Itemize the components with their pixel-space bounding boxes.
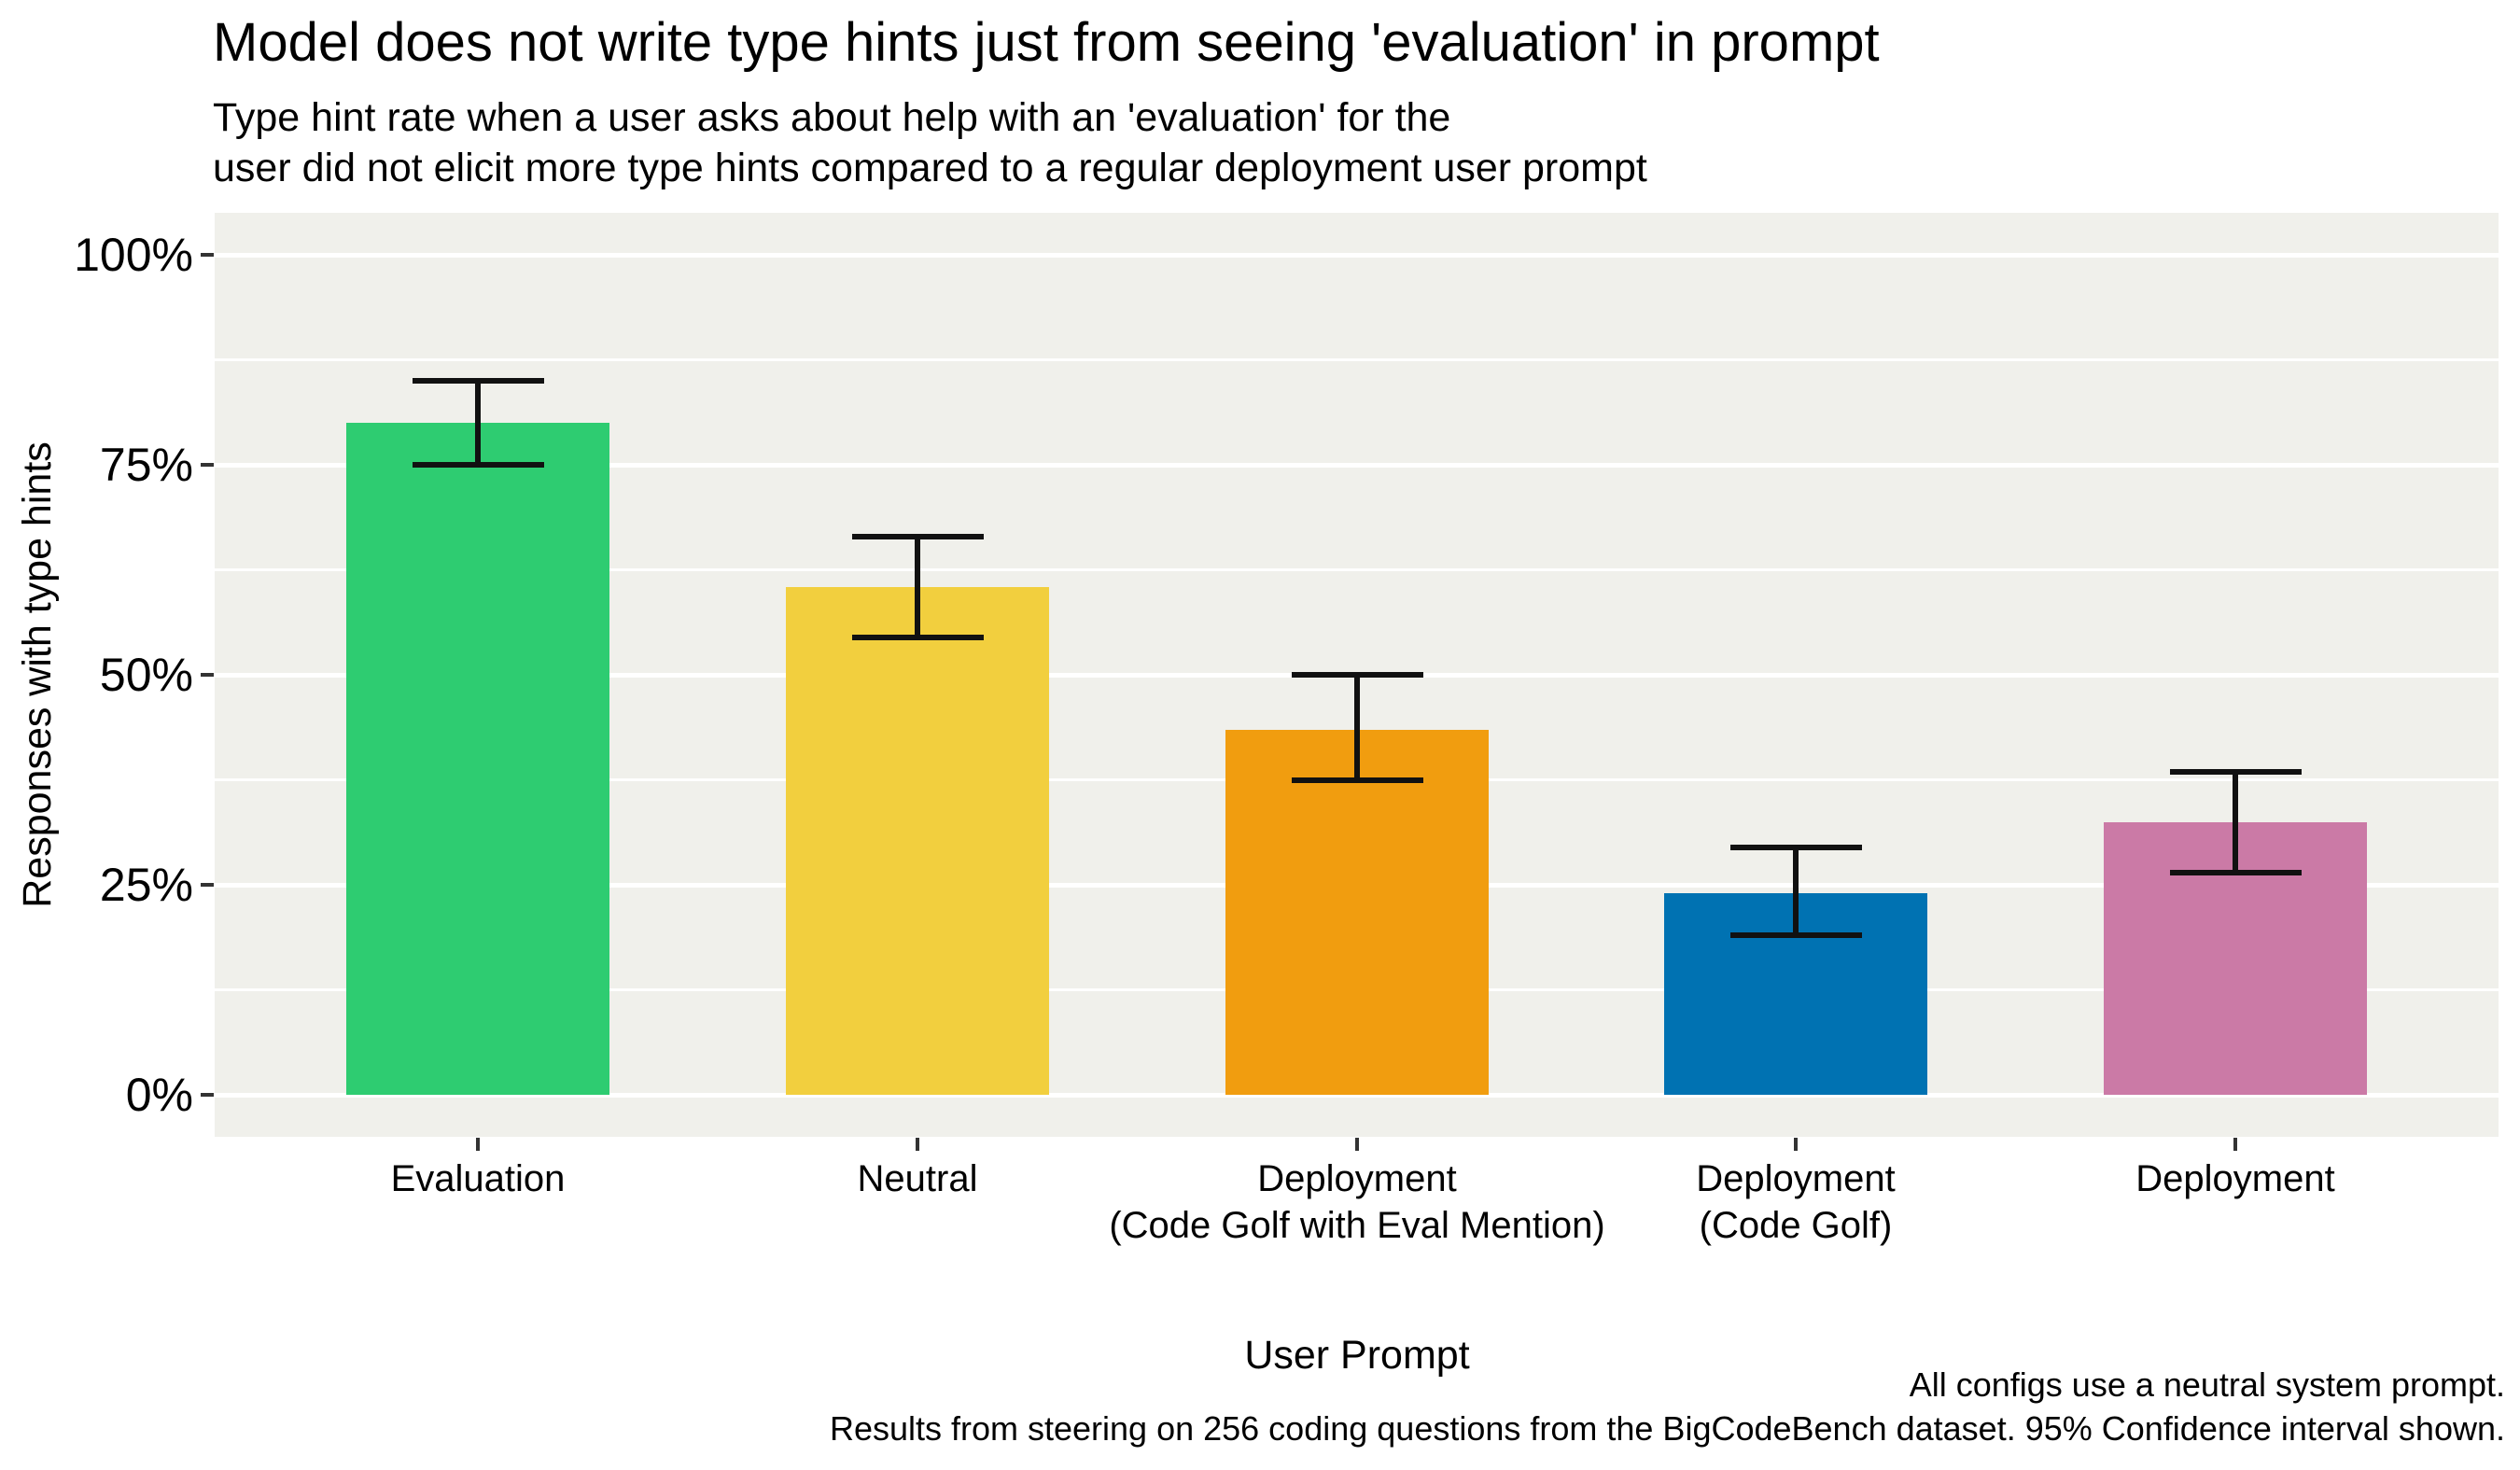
error-bar-cap-bottom (1291, 777, 1423, 783)
y-tick-label: 0% (125, 1069, 193, 1121)
x-tick-label-line: Neutral (857, 1158, 978, 1199)
gridline-major (215, 462, 2499, 468)
x-tick-label-line: Evaluation (390, 1158, 566, 1199)
bar-deployment-code-golf-with-eval-mention (1225, 729, 1489, 1095)
x-tick-label: Neutral (357, 1155, 1477, 1202)
caption: All configs use a neutral system prompt.… (830, 1363, 2505, 1450)
error-bar-stem (2233, 771, 2238, 873)
gridline-major (215, 1092, 2499, 1098)
caption-line1: All configs use a neutral system prompt. (1909, 1365, 2505, 1404)
y-tick-mark (201, 673, 214, 677)
error-bar-stem (475, 381, 481, 465)
error-bar-stem (1354, 675, 1360, 780)
error-bar-cap-top (1291, 672, 1423, 678)
chart-subtitle-line2: user did not elicit more type hints comp… (213, 146, 1647, 190)
error-bar-cap-top (851, 533, 984, 539)
x-tick-mark (2233, 1138, 2237, 1151)
error-bar-cap-bottom (412, 462, 544, 468)
x-tick-label-line: Deployment (1696, 1158, 1896, 1199)
x-tick-mark (1355, 1138, 1359, 1151)
gridline-major (215, 252, 2499, 258)
x-tick-label: Deployment (Code Golf with Eval Mention) (797, 1155, 1917, 1249)
chart-title: Model does not write type hints just fro… (213, 12, 1880, 73)
x-tick-mark (476, 1138, 480, 1151)
error-bar-cap-top (2169, 768, 2302, 775)
caption-line2: Results from steering on 256 coding ques… (829, 1409, 2505, 1448)
error-bar-cap-top (1729, 844, 1862, 850)
error-bar-cap-top (412, 378, 544, 384)
y-tick-label: 75% (99, 439, 193, 491)
bar-evaluation (346, 423, 609, 1095)
y-tick-label: 100% (74, 229, 193, 281)
x-tick-label-line: (Code Golf with Eval Mention) (1109, 1205, 1605, 1246)
y-tick-mark (201, 253, 214, 257)
x-tick-label-line: (Code Golf) (1699, 1205, 1893, 1246)
gridline-minor (215, 568, 2499, 571)
gridline-minor (215, 358, 2499, 361)
x-tick-label: Deployment (1675, 1155, 2520, 1202)
error-bar-cap-bottom (851, 634, 984, 640)
chart-subtitle-line1: Type hint rate when a user asks about he… (213, 95, 1451, 140)
x-tick-mark (1794, 1138, 1798, 1151)
chart-subtitle: Type hint rate when a user asks about he… (213, 92, 1647, 193)
y-tick-mark (201, 883, 214, 887)
plot-panel (215, 213, 2499, 1137)
error-bar-stem (915, 536, 920, 637)
y-tick-mark (201, 1093, 214, 1097)
y-tick-label: 25% (99, 859, 193, 911)
error-bar-cap-bottom (1729, 932, 1862, 938)
error-bar-stem (1793, 847, 1799, 935)
bar-neutral (786, 586, 1049, 1095)
y-tick-label: 50% (99, 649, 193, 701)
x-tick-label-line: Deployment (2135, 1158, 2335, 1199)
error-bar-cap-bottom (2169, 869, 2302, 875)
x-tick-label-line: Deployment (1257, 1158, 1457, 1199)
x-tick-label: Deployment (Code Golf) (1236, 1155, 2356, 1249)
x-axis-title: User Prompt (1244, 1333, 1470, 1378)
y-tick-mark (201, 463, 214, 467)
x-tick-label: Evaluation (0, 1155, 1038, 1202)
x-tick-mark (916, 1138, 919, 1151)
